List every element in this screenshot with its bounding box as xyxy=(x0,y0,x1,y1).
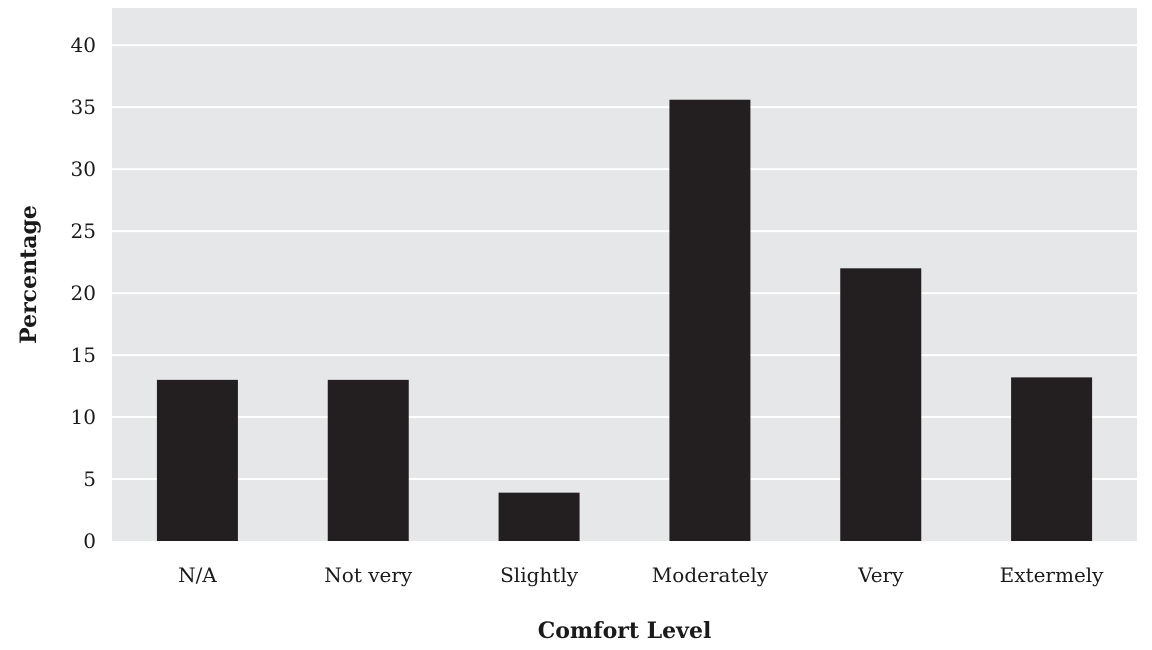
y-tick-label: 35 xyxy=(71,95,96,119)
y-tick-label: 30 xyxy=(71,157,96,181)
bar xyxy=(327,379,409,541)
plot-area xyxy=(112,8,1137,541)
bars xyxy=(156,99,1093,541)
x-axis-ticks: N/A Not very Slightly Moderately Very Exterme… xyxy=(178,563,1104,587)
x-tick-label: Slightly xyxy=(500,563,579,587)
x-tick-label: Very xyxy=(857,563,904,587)
x-tick-label: Not very xyxy=(324,563,413,587)
y-tick-label: 15 xyxy=(71,343,96,367)
x-axis-title: Comfort Level xyxy=(538,618,712,644)
bar xyxy=(1011,377,1093,541)
bar xyxy=(498,492,580,541)
y-tick-label: 10 xyxy=(71,405,96,429)
y-axis-title: Percentage xyxy=(16,205,42,344)
gridlines xyxy=(112,44,1137,481)
x-tick-label: N/A xyxy=(178,563,217,587)
y-tick-label: 25 xyxy=(71,219,96,243)
y-tick-label: 5 xyxy=(83,467,96,491)
bar xyxy=(840,268,922,541)
bar xyxy=(669,99,751,541)
y-tick-label: 40 xyxy=(71,33,96,57)
y-tick-label: 20 xyxy=(71,281,96,305)
x-tick-label: Moderately xyxy=(652,563,769,587)
x-tick-label: Extermely xyxy=(1000,563,1105,587)
y-tick-label: 0 xyxy=(83,529,96,553)
bar xyxy=(156,379,238,541)
y-axis-ticks: 0 5 10 15 20 25 30 35 40 xyxy=(71,33,96,553)
